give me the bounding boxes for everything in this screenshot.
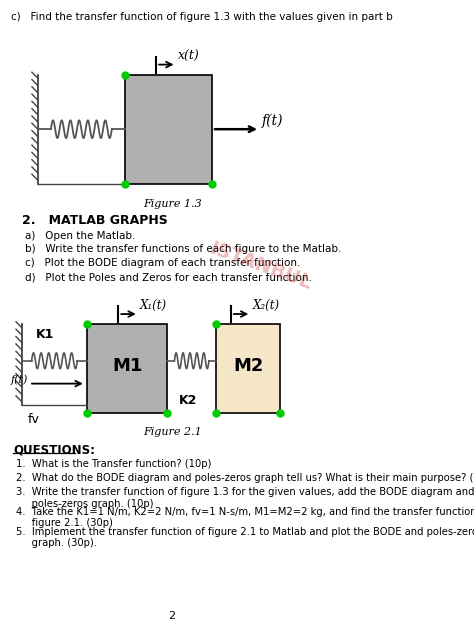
FancyBboxPatch shape (87, 324, 167, 414)
Text: d)   Plot the Poles and Zeros for each transfer function.: d) Plot the Poles and Zeros for each tra… (26, 272, 312, 282)
Text: 3.  Write the transfer function of figure 1.3 for the given values, add the BODE: 3. Write the transfer function of figure… (16, 487, 474, 508)
Text: a)   Open the Matlab.: a) Open the Matlab. (26, 231, 136, 240)
Text: 2.   MATLAB GRAPHS: 2. MATLAB GRAPHS (22, 214, 167, 227)
Text: b)   Write the transfer functions of each figure to the Matlab.: b) Write the transfer functions of each … (26, 244, 342, 254)
FancyBboxPatch shape (216, 324, 280, 414)
FancyBboxPatch shape (125, 75, 212, 184)
Text: c)   Plot the BODE diagram of each transfer function.: c) Plot the BODE diagram of each transfe… (26, 259, 301, 269)
Text: 2: 2 (169, 611, 176, 621)
Text: 4.  Take the K1=1 N/m, K2=2 N/m, fv=1 N-s/m, M1=M2=2 kg, and find the transfer f: 4. Take the K1=1 N/m, K2=2 N/m, fv=1 N-s… (16, 507, 474, 528)
Text: M2: M2 (233, 357, 264, 374)
Text: f(t): f(t) (262, 114, 283, 128)
Text: x(t): x(t) (178, 50, 200, 63)
Text: Figure 1.3: Figure 1.3 (143, 199, 201, 209)
Text: fv: fv (27, 414, 39, 426)
Text: 5.  Implement the transfer function of figure 2.1 to Matlab and plot the BODE an: 5. Implement the transfer function of fi… (16, 526, 474, 548)
Text: X₁(t): X₁(t) (140, 299, 167, 312)
Text: K2: K2 (179, 394, 197, 407)
Text: QUESTIONS:: QUESTIONS: (13, 443, 95, 456)
Text: c)   Find the transfer function of figure 1.3 with the values given in part b: c) Find the transfer function of figure … (11, 12, 392, 22)
Text: X₂(t): X₂(t) (253, 299, 280, 312)
Text: K1: K1 (36, 328, 55, 341)
Text: 2.  What do the BODE diagram and poles-zeros graph tell us? What is their main p: 2. What do the BODE diagram and poles-ze… (16, 473, 474, 483)
Text: Figure 2.1: Figure 2.1 (143, 427, 201, 437)
Text: ISTANBUL: ISTANBUL (207, 239, 314, 293)
Text: M1: M1 (112, 357, 142, 374)
Text: f(t): f(t) (11, 374, 28, 385)
Text: 1.  What is the Transfer function? (10p): 1. What is the Transfer function? (10p) (16, 459, 211, 469)
